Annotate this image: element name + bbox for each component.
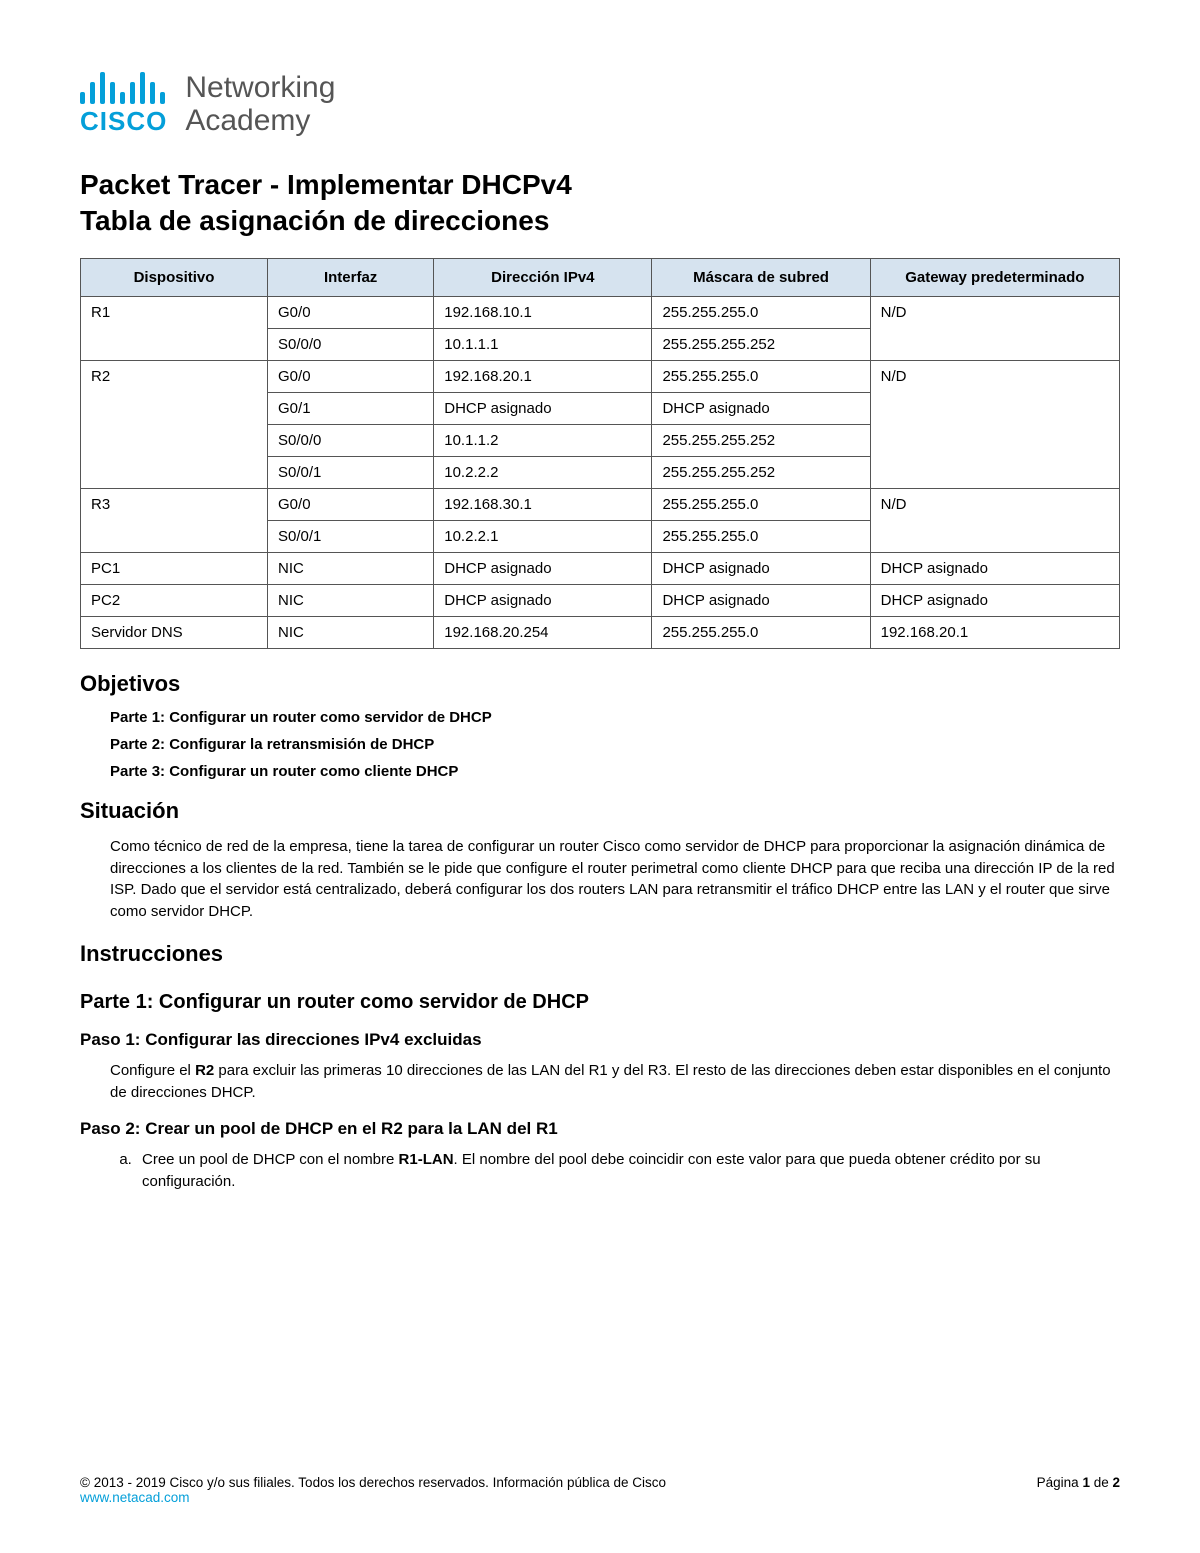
table-body: R1G0/0192.168.10.1255.255.255.0N/DS0/0/0…: [81, 296, 1120, 648]
objectives-list: Parte 1: Configurar un router como servi…: [80, 709, 1120, 780]
cisco-wordmark: CISCO: [80, 106, 167, 137]
step2-item-a: Cree un pool de DHCP con el nombre R1-LA…: [136, 1149, 1120, 1193]
cell-ip: 192.168.20.254: [434, 616, 652, 648]
cisco-logo: CISCO: [80, 70, 167, 137]
cell-iface: G0/0: [268, 360, 434, 392]
cell-iface: S0/0/0: [268, 328, 434, 360]
table-row: PC1NICDHCP asignadoDHCP asignadoDHCP asi…: [81, 552, 1120, 584]
cell-mask: 255.255.255.0: [652, 296, 870, 328]
logo-line2: Academy: [185, 104, 335, 137]
cell-iface: S0/0/1: [268, 520, 434, 552]
cell-mask: DHCP asignado: [652, 552, 870, 584]
objectives-heading: Objetivos: [80, 671, 1120, 697]
cell-device: R3: [81, 488, 268, 552]
objective-item: Parte 2: Configurar la retransmisión de …: [110, 736, 1120, 753]
cell-ip: 10.2.2.1: [434, 520, 652, 552]
table-row: PC2NICDHCP asignadoDHCP asignadoDHCP asi…: [81, 584, 1120, 616]
cell-device: R2: [81, 360, 268, 488]
cell-iface: S0/0/1: [268, 456, 434, 488]
cell-iface: NIC: [268, 584, 434, 616]
cell-ip: 192.168.20.1: [434, 360, 652, 392]
page-footer: © 2013 - 2019 Cisco y/o sus filiales. To…: [80, 1475, 1120, 1505]
situation-heading: Situación: [80, 798, 1120, 824]
part1-heading: Parte 1: Configurar un router como servi…: [80, 991, 1120, 1014]
cell-mask: DHCP asignado: [652, 392, 870, 424]
cell-iface: S0/0/0: [268, 424, 434, 456]
instructions-heading: Instrucciones: [80, 941, 1120, 967]
cell-gateway: DHCP asignado: [870, 552, 1119, 584]
table-header-cell: Interfaz: [268, 258, 434, 296]
situation-text: Como técnico de red de la empresa, tiene…: [80, 836, 1120, 923]
title-line2: Tabla de asignación de direcciones: [80, 205, 549, 236]
objective-item: Parte 3: Configurar un router como clien…: [110, 763, 1120, 780]
step2-list: Cree un pool de DHCP con el nombre R1-LA…: [80, 1149, 1120, 1193]
cell-ip: 192.168.30.1: [434, 488, 652, 520]
table-header-cell: Dispositivo: [81, 258, 268, 296]
cisco-bars-icon: [80, 70, 167, 104]
cell-mask: DHCP asignado: [652, 584, 870, 616]
cell-gateway: N/D: [870, 296, 1119, 360]
copyright-text: © 2013 - 2019 Cisco y/o sus filiales. To…: [80, 1475, 666, 1490]
step1-heading: Paso 1: Configurar las direcciones IPv4 …: [80, 1030, 1120, 1050]
footer-link[interactable]: www.netacad.com: [80, 1490, 190, 1505]
table-row: R2G0/0192.168.20.1255.255.255.0N/D: [81, 360, 1120, 392]
academy-text: Networking Academy: [185, 71, 335, 137]
cell-iface: G0/0: [268, 296, 434, 328]
page-title: Packet Tracer - Implementar DHCPv4 Tabla…: [80, 167, 1120, 240]
address-table: DispositivoInterfazDirección IPv4Máscara…: [80, 258, 1120, 649]
cell-ip: 192.168.10.1: [434, 296, 652, 328]
cell-ip: 10.2.2.2: [434, 456, 652, 488]
step2-heading: Paso 2: Crear un pool de DHCP en el R2 p…: [80, 1119, 1120, 1139]
step1-text: Configure el R2 para excluir las primera…: [80, 1060, 1120, 1104]
cell-ip: 10.1.1.2: [434, 424, 652, 456]
cell-mask: 255.255.255.0: [652, 616, 870, 648]
cell-gateway: N/D: [870, 488, 1119, 552]
cell-gateway: DHCP asignado: [870, 584, 1119, 616]
cell-ip: DHCP asignado: [434, 584, 652, 616]
cell-gateway: N/D: [870, 360, 1119, 488]
cell-ip: 10.1.1.1: [434, 328, 652, 360]
table-header-cell: Máscara de subred: [652, 258, 870, 296]
cell-mask: 255.255.255.0: [652, 360, 870, 392]
cell-iface: NIC: [268, 552, 434, 584]
cell-mask: 255.255.255.252: [652, 456, 870, 488]
table-header-row: DispositivoInterfazDirección IPv4Máscara…: [81, 258, 1120, 296]
table-row: Servidor DNSNIC192.168.20.254255.255.255…: [81, 616, 1120, 648]
objective-item: Parte 1: Configurar un router como servi…: [110, 709, 1120, 726]
cell-mask: 255.255.255.252: [652, 424, 870, 456]
cell-mask: 255.255.255.0: [652, 488, 870, 520]
cell-device: PC1: [81, 552, 268, 584]
title-line1: Packet Tracer - Implementar DHCPv4: [80, 169, 572, 200]
cell-ip: DHCP asignado: [434, 552, 652, 584]
cell-mask: 255.255.255.0: [652, 520, 870, 552]
footer-left: © 2013 - 2019 Cisco y/o sus filiales. To…: [80, 1475, 666, 1505]
cell-device: PC2: [81, 584, 268, 616]
cell-iface: NIC: [268, 616, 434, 648]
cell-iface: G0/0: [268, 488, 434, 520]
cell-device: Servidor DNS: [81, 616, 268, 648]
table-row: R1G0/0192.168.10.1255.255.255.0N/D: [81, 296, 1120, 328]
cell-iface: G0/1: [268, 392, 434, 424]
document-page: CISCO Networking Academy Packet Tracer -…: [0, 0, 1200, 1261]
table-header-cell: Gateway predeterminado: [870, 258, 1119, 296]
cell-ip: DHCP asignado: [434, 392, 652, 424]
cell-mask: 255.255.255.252: [652, 328, 870, 360]
logo-header: CISCO Networking Academy: [80, 70, 1120, 137]
cell-gateway: 192.168.20.1: [870, 616, 1119, 648]
cell-device: R1: [81, 296, 268, 360]
footer-right: Página 1 de 2: [1037, 1475, 1120, 1505]
logo-line1: Networking: [185, 71, 335, 104]
table-row: R3G0/0192.168.30.1255.255.255.0N/D: [81, 488, 1120, 520]
table-header-cell: Dirección IPv4: [434, 258, 652, 296]
